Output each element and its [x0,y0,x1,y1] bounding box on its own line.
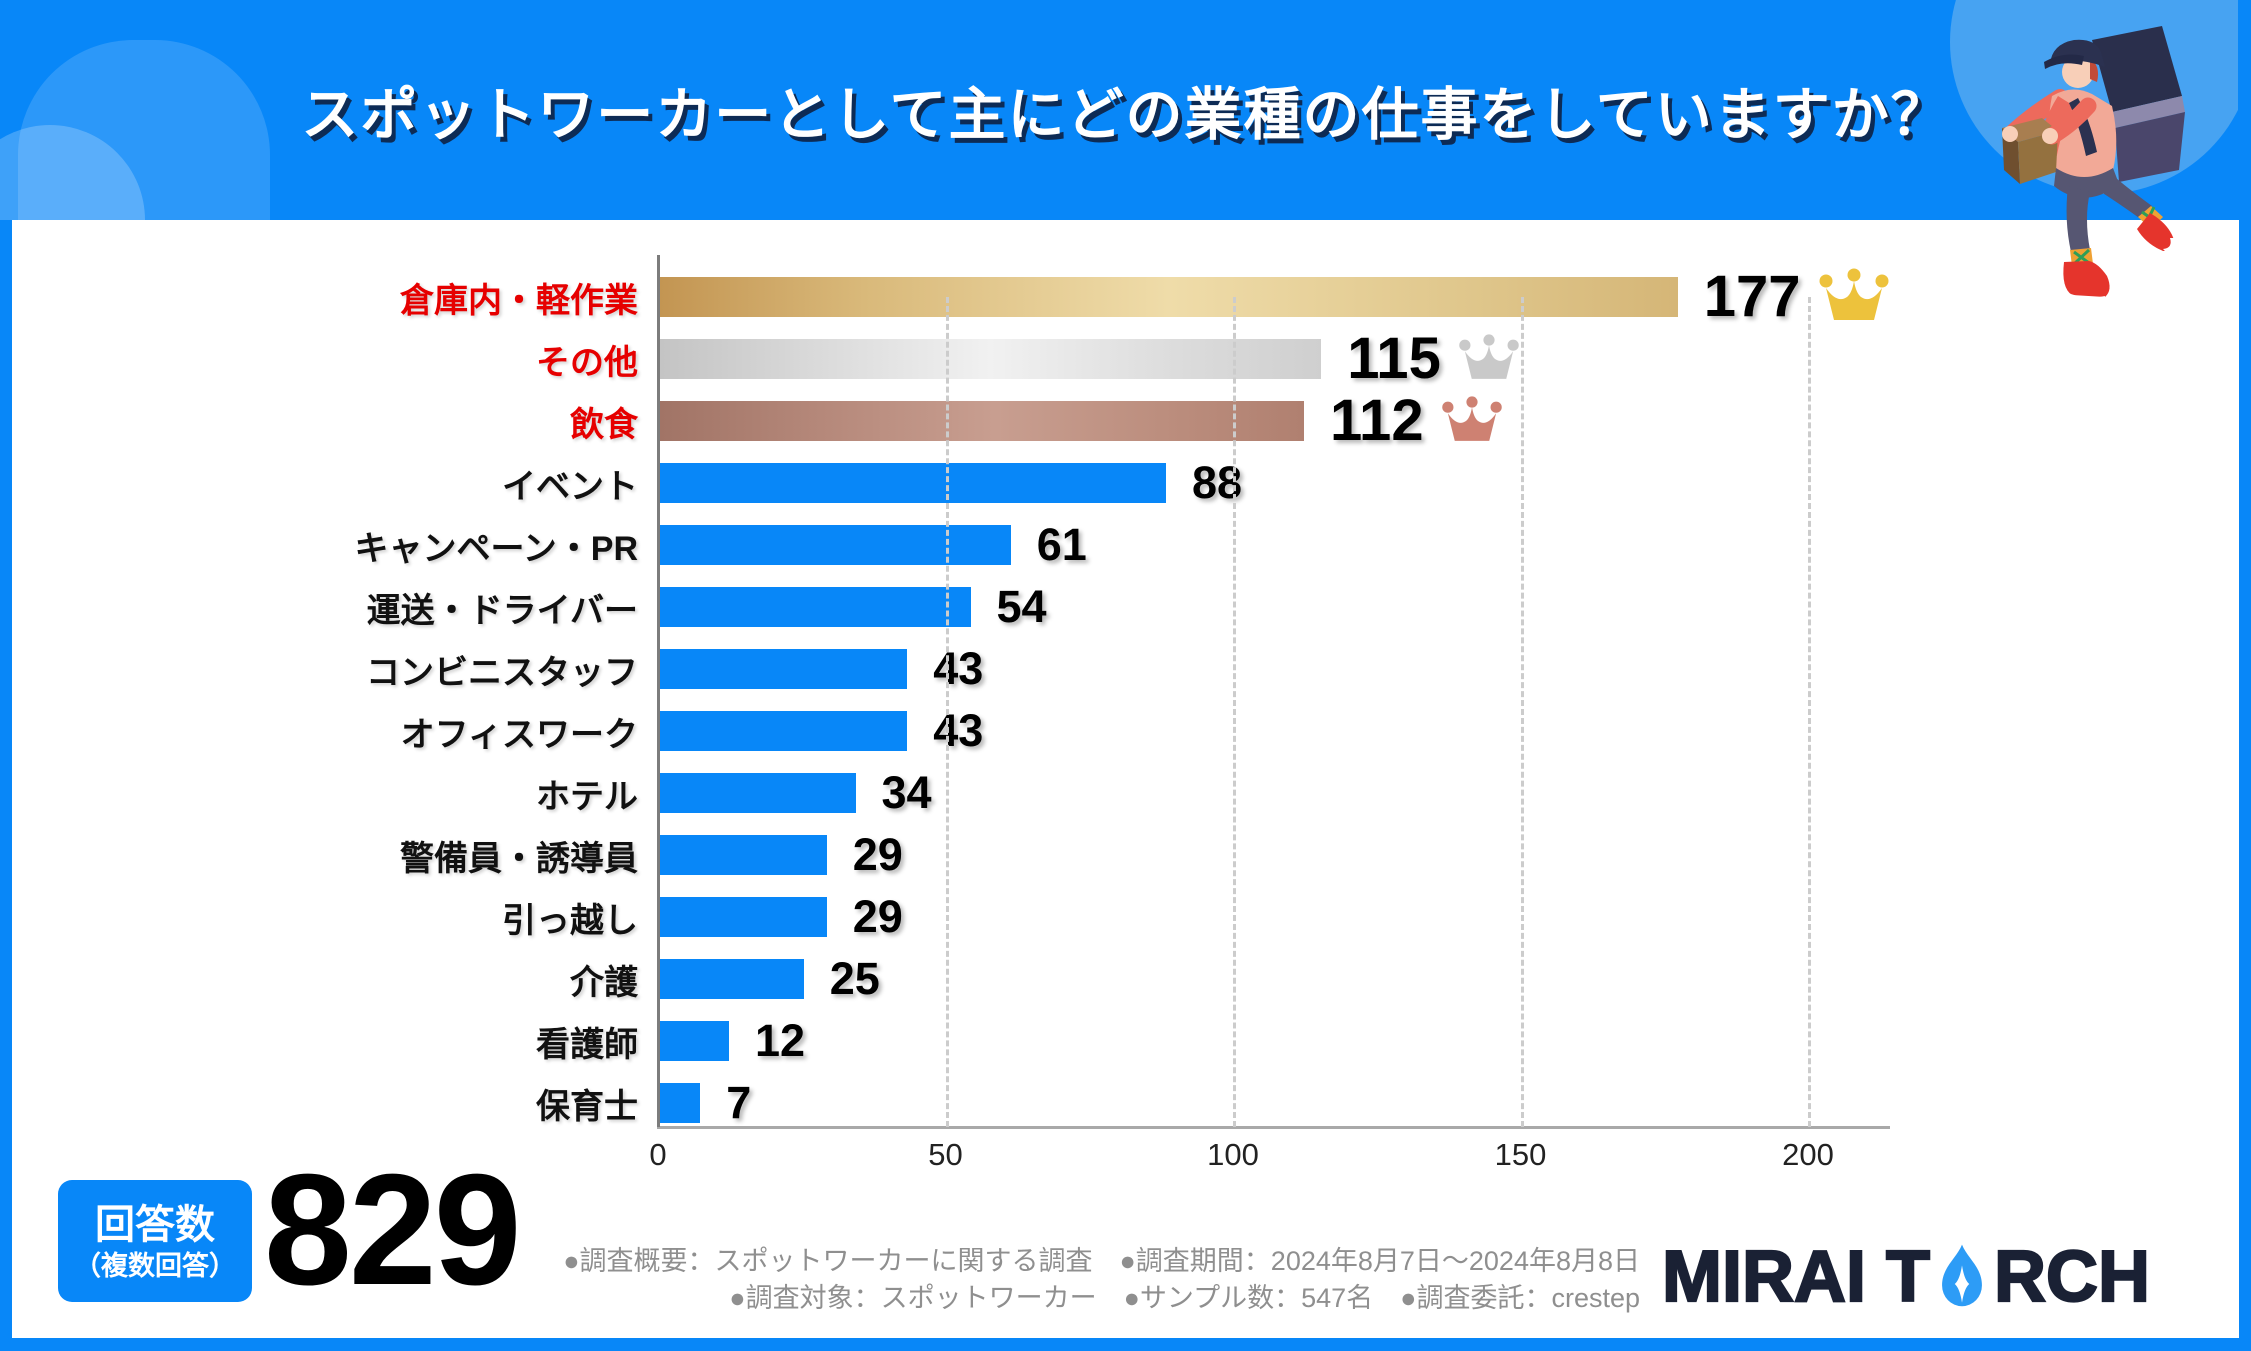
gridline-50 [945,297,949,1127]
category-label: イベント [502,467,638,506]
bar-rows: 177 115 112 88 61 54 43 43 34 29 29 25 12 7 [660,264,1890,1145]
survey-note-line: ●調査概要：スポットワーカーに関する調査 ●調査期間：2024年8月7日～202… [563,1246,1640,1276]
bar-row: 177 [660,264,1890,329]
cap-brim [2044,54,2084,69]
answer-count-label: 回答数 [95,1203,215,1247]
value-label: 34 [881,767,932,818]
y-axis-line [657,255,660,1127]
header-band [0,0,2251,220]
x-tick-label-0: 0 [649,1137,667,1172]
hand [2002,126,2018,142]
x-tick-label-50: 50 [928,1137,963,1172]
hand [2042,128,2058,144]
category-label: 飲食 [570,405,638,444]
answer-count-box: 回答数 （複数回答） [58,1180,252,1302]
gridline-150 [1520,297,1524,1127]
value-label: 54 [996,581,1047,632]
bar-rank1 [660,277,1678,317]
category-label: 警備員・誘導員 [400,839,638,878]
value-label: 177 [1703,264,1801,329]
category-label: キャンペーン・PR [354,529,638,568]
category-label: 介護 [570,963,638,1002]
logo-text-right: RCH [1993,1236,2151,1318]
answer-count-sublabel: （複数回答） [74,1251,236,1281]
bar-row: 112 [660,388,1890,453]
x-axis-baseline [657,1126,1890,1129]
bar-row: 54 [660,581,1890,632]
bar-blue [660,587,971,627]
gridline-100 [1233,297,1236,1127]
bar-row: 34 [660,767,1890,818]
bar-rank3 [660,401,1304,441]
bar-blue [660,897,827,937]
right-leg [2098,178,2152,220]
category-label: その他 [536,343,638,382]
bar-rank2 [660,339,1322,379]
hair [2090,58,2099,82]
bar-row: 88 [660,460,1890,505]
value-label: 112 [1330,388,1424,453]
plot-area: 177 115 112 88 61 54 43 43 34 29 29 25 12 7 0 50 100 150… [649,255,1890,1172]
bar-row: 7 [660,1077,1890,1128]
bar-row: 43 [660,705,1890,756]
value-label: 43 [933,643,984,694]
category-label: コンビニスタッフ [366,653,638,692]
bar-row: 29 [660,891,1890,942]
bar-row: 12 [660,1015,1890,1066]
silver-crown-icon [1459,334,1519,379]
bar-blue [660,1021,729,1061]
left-leg [2066,186,2090,252]
shoe [2137,213,2174,251]
delivery-person-illustration [1950,0,2238,305]
category-label: ホテル [536,777,638,816]
header-decoration-blob [18,40,270,220]
category-label: 倉庫内・軽作業 [400,281,638,320]
category-label: オフィスワーク [400,715,638,754]
logo-text-left: MIRAI T [1661,1236,1931,1318]
bar-blue [660,1083,701,1123]
category-labels-column: 倉庫内・軽作業その他飲食イベントキャンペーン・PR 運送・ドライバー コンビニスタッ… [218,277,638,1145]
value-label: 115 [1347,326,1441,391]
category-label: 運送・ドライバー [366,591,638,630]
shoe [2063,261,2110,297]
value-label: 61 [1036,519,1087,570]
bar-row: 43 [660,643,1890,694]
survey-note-line: ●調査対象：スポットワーカー ●サンプル数：547名 ●調査委託：crestep [729,1283,1640,1313]
x-tick-label-200: 200 [1782,1137,1834,1172]
bar-blue [660,711,908,751]
gold-crown-icon [1819,268,1889,320]
bar-row: 25 [660,953,1890,1004]
backpack [2092,26,2182,112]
mirai-torch-logo: MIRAI T RCH [1661,1234,2151,1320]
gridline-200 [1808,297,1811,1127]
survey-notes: ●調査概要：スポットワーカーに関する調査 ●調査期間：2024年8月7日～202… [563,1243,1640,1317]
bar-blue [660,959,804,999]
bar-row: 29 [660,829,1890,880]
value-label: 43 [933,705,984,756]
bar-blue [660,773,856,813]
torch-flame-icon [1942,1244,1982,1307]
category-label: 看護師 [536,1025,638,1064]
head [2062,56,2094,88]
x-tick-label-150: 150 [1494,1137,1547,1172]
value-label: 25 [829,953,880,1004]
value-label: 29 [852,829,903,880]
bar-blue [660,649,908,689]
bronze-crown-icon [1441,396,1502,441]
value-label: 29 [852,891,903,942]
answer-count-value: 829 [264,1142,522,1318]
bar-blue [660,835,827,875]
bar-blue [660,463,1166,503]
bar-blue [660,525,1011,565]
x-tick-label-100: 100 [1207,1137,1259,1172]
category-label: 保育士 [536,1087,638,1126]
category-label: 引っ越し [502,901,638,940]
bar-row: 61 [660,519,1890,570]
page-title: スポットワーカーとして主にどの業種の仕事をしていますか？ [301,83,1950,147]
bar-row: 115 [660,326,1890,391]
value-label: 7 [726,1077,752,1128]
value-label: 12 [755,1015,806,1066]
